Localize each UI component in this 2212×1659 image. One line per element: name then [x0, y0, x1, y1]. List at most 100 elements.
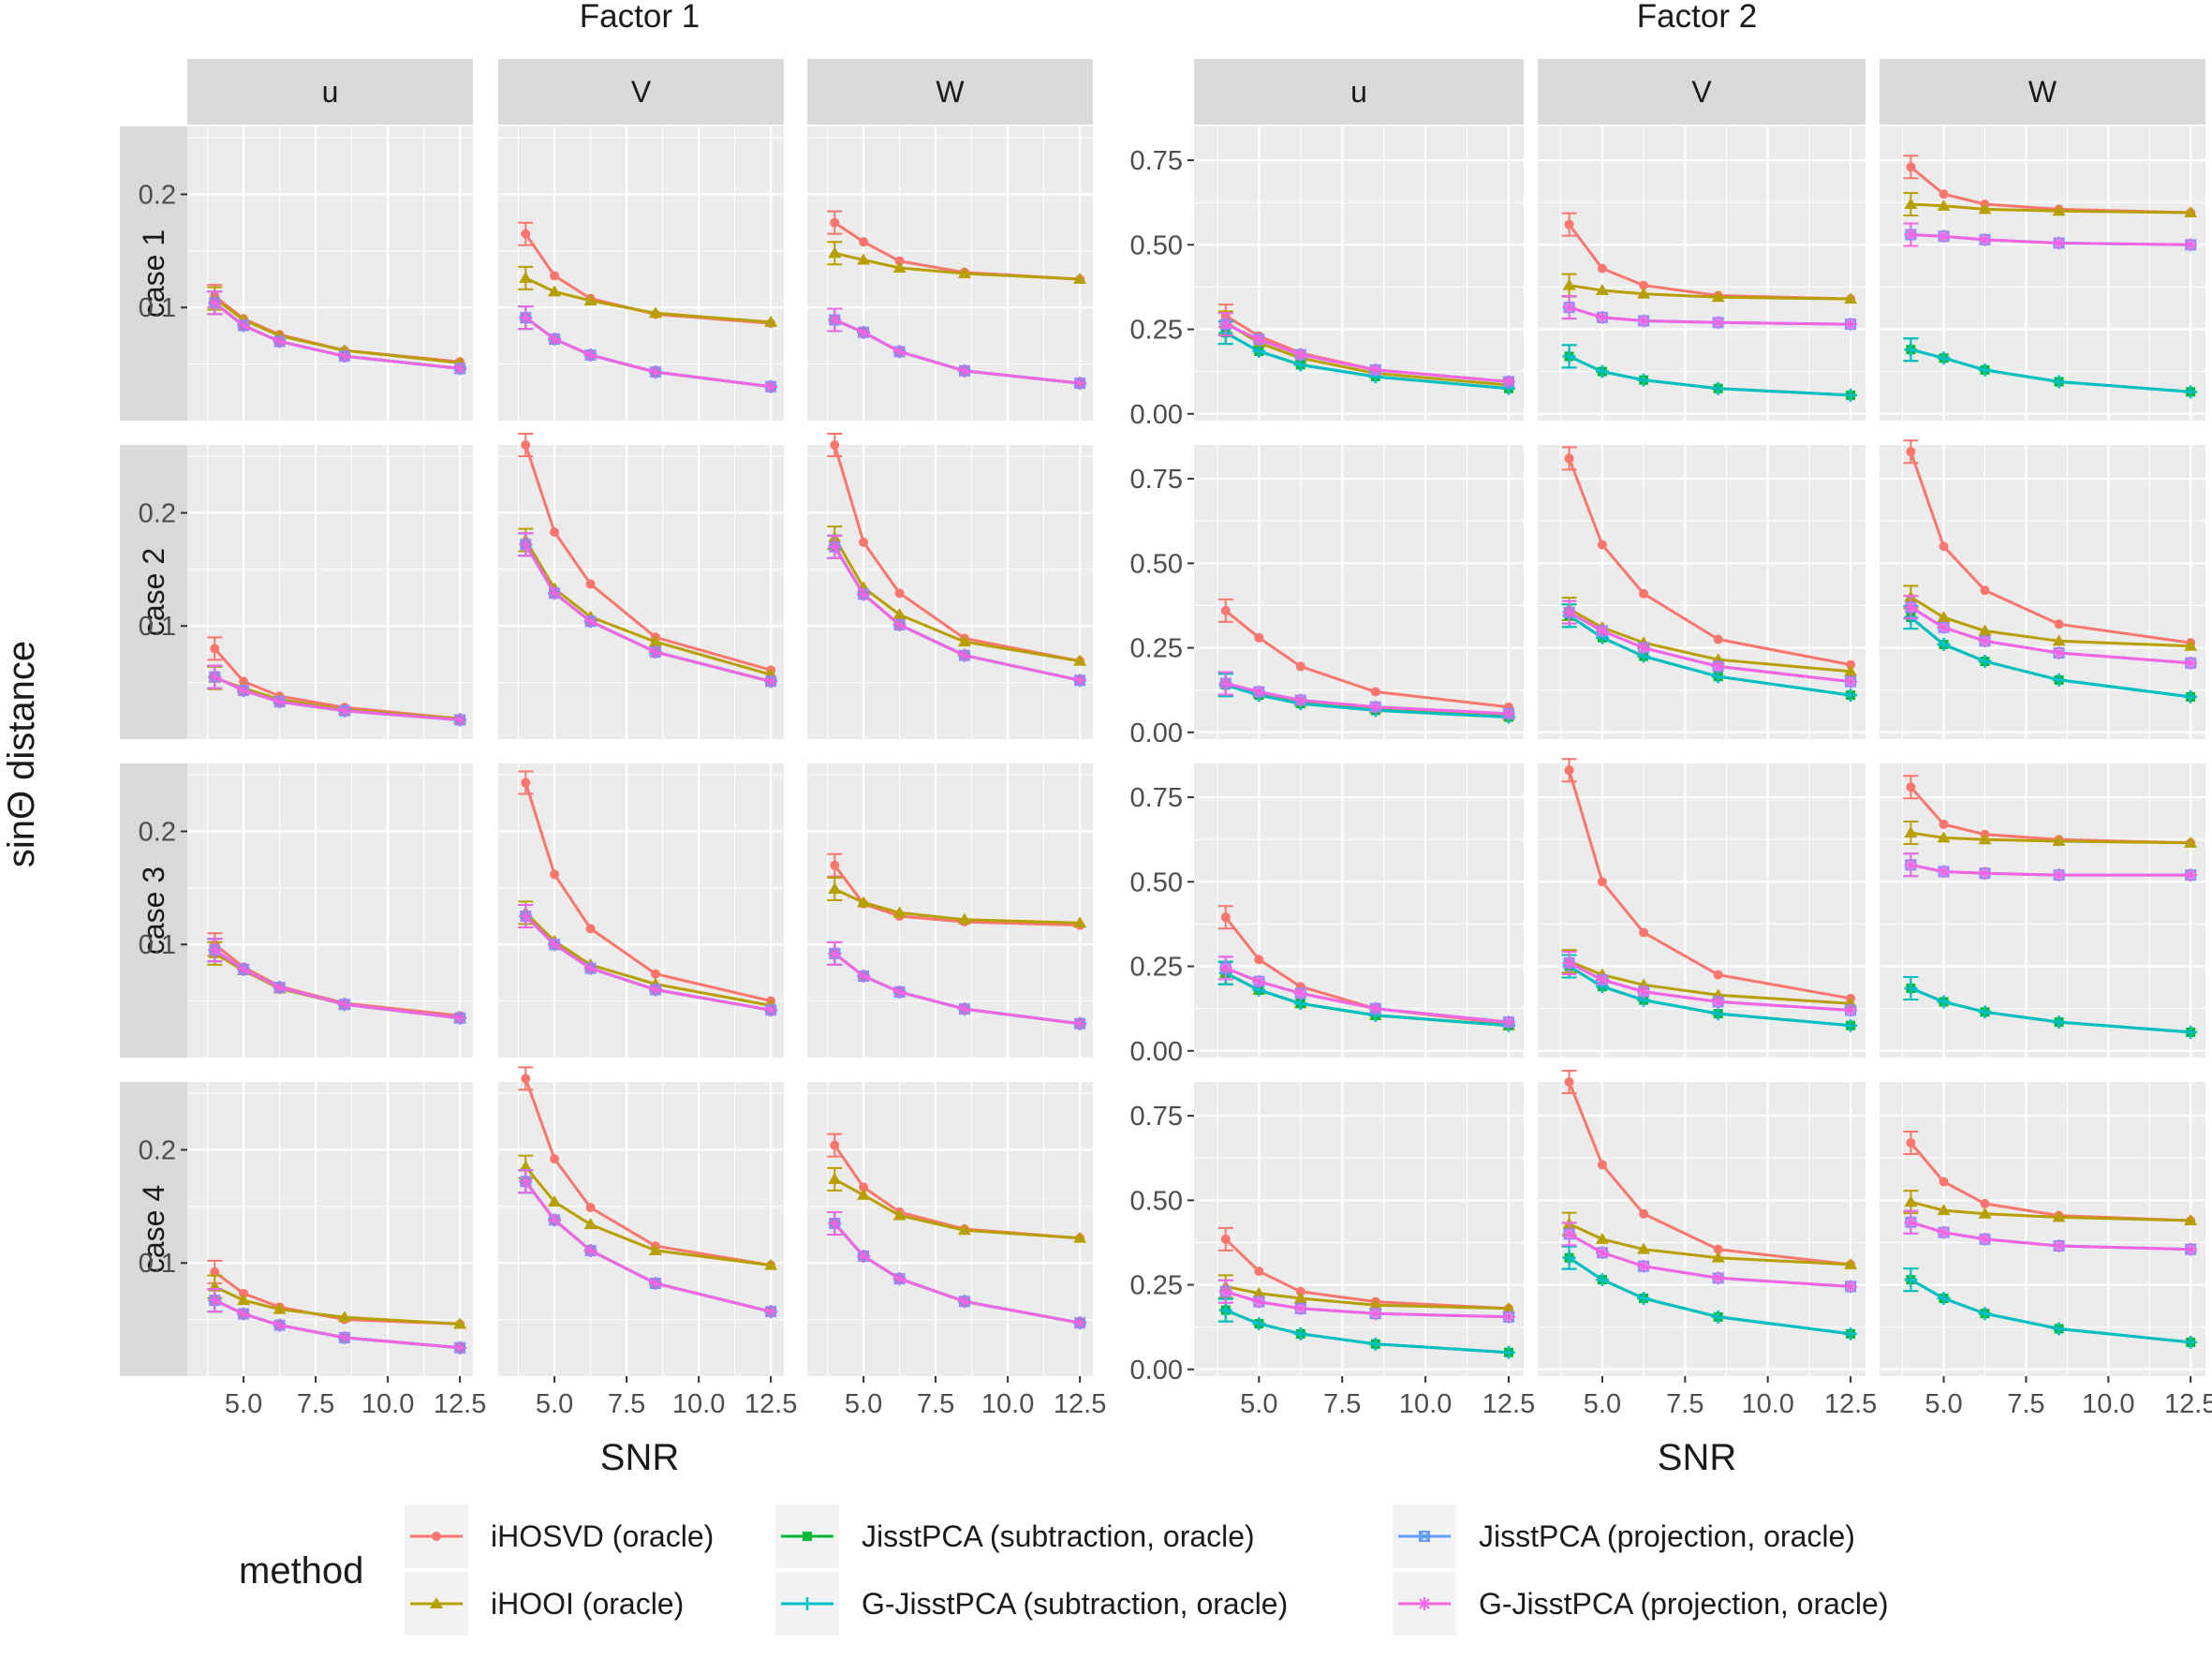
data-point: [583, 293, 597, 305]
data-point: [1844, 1018, 1858, 1032]
data-point: [237, 318, 251, 333]
data-point: [1904, 1215, 1918, 1229]
data-point: [1937, 620, 1951, 634]
data-point: [208, 943, 222, 957]
data-point: [1252, 1286, 1266, 1298]
data-point: [1073, 1231, 1087, 1243]
panel-background: [1538, 126, 1865, 421]
data-point: [1293, 1326, 1307, 1341]
x-tick-label: 12.5: [745, 1389, 797, 1419]
x-tick-label: 5.0: [1584, 1389, 1621, 1419]
panel-background: [1194, 1082, 1524, 1376]
data-point: [519, 1160, 533, 1172]
data-point: [1937, 637, 1951, 651]
panel-background: [1194, 126, 1524, 421]
factor-2-x-axis-title: SNR: [1658, 1437, 1736, 1478]
y-tick-label: 0.00: [1130, 718, 1183, 748]
data-point: [1844, 318, 1858, 332]
legend-title: method: [239, 1550, 363, 1592]
data-point: [1937, 995, 1951, 1009]
y-tick-label: 0.25: [1130, 316, 1183, 346]
legend-entry-1: iHOSVD (oracle): [405, 1504, 714, 1568]
data-point: [1980, 585, 1990, 596]
y-tick-label: 0.25: [1130, 953, 1183, 983]
y-tick-label: 0.1: [139, 930, 176, 960]
data-point: [1978, 1207, 1992, 1219]
data-point: [208, 670, 222, 684]
data-point: [1637, 1291, 1651, 1305]
data-point: [273, 981, 287, 995]
data-point: [1252, 685, 1266, 699]
row-strip: [120, 1082, 187, 1376]
data-point: [2052, 1322, 2066, 1336]
data-point: [1844, 664, 1858, 676]
data-point: [519, 271, 533, 283]
data-point: [521, 1074, 531, 1084]
data-point: [1637, 287, 1651, 299]
data-point: [237, 684, 251, 698]
data-point: [1711, 1310, 1725, 1324]
x-tick-label: 12.5: [1054, 1389, 1106, 1419]
legend-entry-5: JisstPCA (projection, oracle): [1393, 1504, 1855, 1568]
data-point: [1939, 189, 1949, 200]
data-point: [1844, 689, 1858, 703]
data-point: [453, 1341, 467, 1355]
data-point: [1252, 333, 1266, 347]
data-point: [892, 608, 907, 620]
data-point: [1937, 1225, 1951, 1239]
data-point: [828, 946, 842, 960]
data-point: [2052, 1210, 2066, 1222]
data-point: [1295, 661, 1305, 672]
panel-background: [498, 763, 784, 1058]
data-point: [1978, 202, 1992, 215]
data-point: [1595, 364, 1609, 378]
data-point: [1978, 1232, 1992, 1246]
data-point: [1073, 654, 1087, 666]
data-point: [1252, 345, 1266, 359]
data-point: [1502, 706, 1515, 720]
data-point: [337, 1330, 351, 1344]
data-point: [859, 1182, 869, 1192]
x-tick-label: 7.5: [1323, 1389, 1361, 1419]
data-point: [957, 363, 971, 378]
data-point: [1939, 819, 1949, 829]
panel-1-w-1: [807, 126, 1093, 421]
panel-background: [807, 445, 1093, 739]
column-strip-label-v: V: [631, 75, 652, 109]
data-point: [1595, 1273, 1609, 1287]
y-tick-label: 0.2: [139, 817, 176, 847]
data-point: [585, 924, 596, 934]
data-point: [1639, 1208, 1649, 1219]
data-point: [583, 348, 597, 362]
panel-1-u-2: [187, 445, 473, 739]
y-axis-title: sinΘ distance: [1, 641, 42, 867]
data-point: [1293, 986, 1307, 1000]
panel-background: [187, 445, 473, 739]
data-point: [548, 938, 562, 952]
data-point: [2184, 639, 2198, 651]
y-tick-label: 0.50: [1130, 867, 1183, 897]
x-tick-label: 5.0: [1924, 1389, 1962, 1419]
panel-1-u-3: [187, 763, 473, 1058]
panel-background: [498, 126, 784, 421]
data-point: [1562, 1227, 1576, 1241]
data-point: [1939, 541, 1949, 552]
data-point: [2052, 375, 2066, 389]
legend-entry-2: iHOOI (oracle): [405, 1572, 684, 1636]
data-point: [337, 704, 351, 718]
legend-entry-3: JisstPCA (subtraction, oracle): [775, 1504, 1255, 1568]
data-point: [1293, 693, 1307, 707]
y-tick-label: 0.00: [1130, 1355, 1183, 1385]
legend-label: G-JisstPCA (projection, oracle): [1479, 1587, 1888, 1621]
data-point: [548, 586, 562, 600]
data-point: [1978, 867, 1992, 881]
column-strip: [187, 59, 473, 125]
legend-label: JisstPCA (projection, oracle): [1479, 1519, 1855, 1553]
data-point: [892, 1208, 907, 1221]
panel-2-v-2: [1538, 445, 1865, 739]
panel-2-w-1: [1880, 126, 2205, 421]
data-point: [1904, 343, 1918, 357]
row-strip: [120, 763, 187, 1058]
data-point: [1220, 1234, 1231, 1244]
